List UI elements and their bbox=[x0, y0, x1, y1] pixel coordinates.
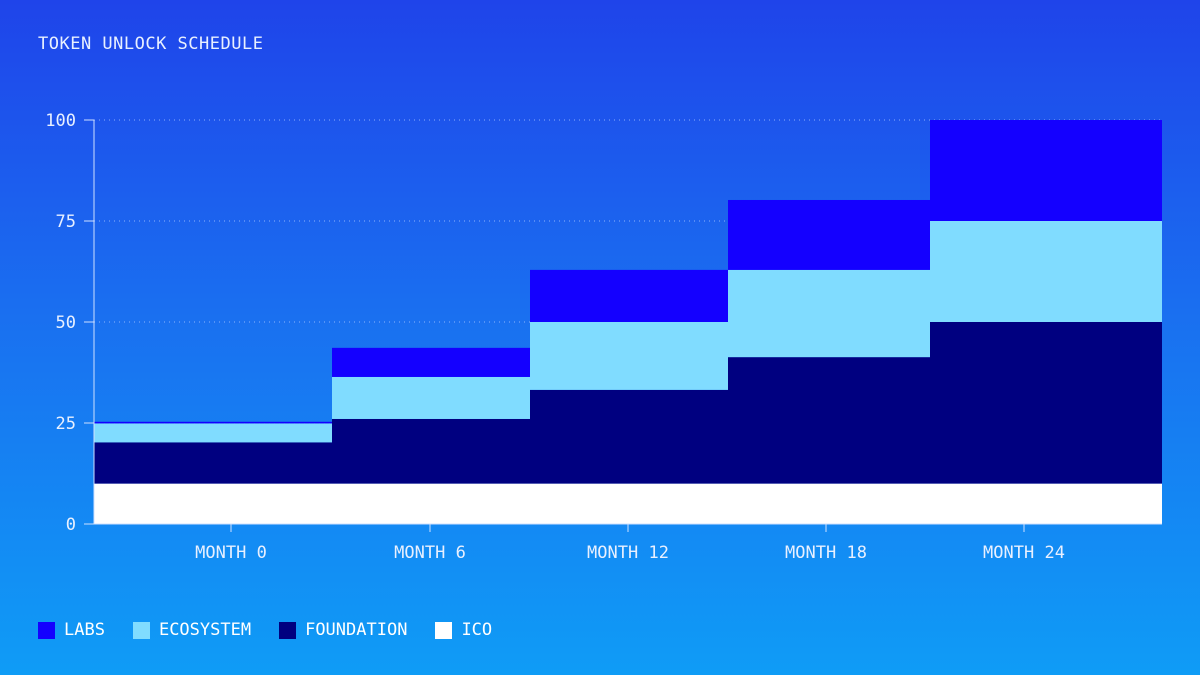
legend-item-ecosystem: ECOSYSTEM bbox=[132, 620, 252, 640]
legend-swatch bbox=[435, 621, 453, 639]
area-segment-ico-4 bbox=[930, 483, 1162, 524]
x-tick-label: MONTH 24 bbox=[983, 543, 1065, 563]
y-tick-label: 0 bbox=[66, 515, 76, 535]
legend-label: LABS bbox=[64, 620, 105, 640]
legend-label: ICO bbox=[461, 620, 493, 640]
legend-swatch bbox=[279, 621, 297, 639]
chart-title: TOKEN UNLOCK SCHEDULE bbox=[38, 34, 264, 54]
area-segment-labs-2 bbox=[530, 269, 728, 322]
area-segment-labs-0 bbox=[94, 421, 332, 424]
area-segment-ecosystem-1 bbox=[332, 376, 530, 419]
area-segment-foundation-3 bbox=[728, 357, 930, 484]
area-segment-foundation-1 bbox=[332, 418, 530, 484]
area-segment-ico-3 bbox=[728, 483, 930, 524]
legend-label: ECOSYSTEM bbox=[158, 620, 252, 640]
area-segment-ecosystem-0 bbox=[94, 423, 332, 443]
area-segment-ecosystem-3 bbox=[728, 269, 930, 358]
area-segment-foundation-4 bbox=[930, 322, 1162, 484]
legend-item-labs: LABS bbox=[38, 620, 105, 640]
area-segment-ico-2 bbox=[530, 483, 728, 524]
y-tick-label: 100 bbox=[45, 111, 76, 131]
legend-label: FOUNDATION bbox=[305, 620, 408, 640]
area-segment-ico-0 bbox=[94, 483, 332, 524]
area-segment-labs-3 bbox=[728, 199, 930, 270]
legend-item-ico: ICO bbox=[435, 620, 492, 640]
y-tick-label: 75 bbox=[56, 212, 76, 232]
y-tick-label: 25 bbox=[56, 414, 76, 434]
y-tick-label: 50 bbox=[56, 313, 76, 333]
x-tick-label: MONTH 6 bbox=[394, 543, 466, 563]
x-tick-label: MONTH 0 bbox=[195, 543, 267, 563]
area-segment-labs-1 bbox=[332, 347, 530, 377]
area-segment-foundation-2 bbox=[530, 389, 728, 484]
legend: LABS ECOSYSTEM FOUNDATION ICO bbox=[38, 620, 492, 640]
x-tick-label: MONTH 18 bbox=[785, 543, 867, 563]
area-segment-ecosystem-2 bbox=[530, 322, 728, 390]
legend-swatch bbox=[38, 621, 55, 639]
x-tick-label: MONTH 12 bbox=[587, 543, 669, 563]
area-segment-ico-1 bbox=[332, 483, 530, 524]
area-segment-ecosystem-4 bbox=[930, 221, 1162, 322]
area-segment-foundation-0 bbox=[94, 442, 332, 484]
legend-item-foundation: FOUNDATION bbox=[279, 620, 407, 640]
legend-swatch bbox=[132, 621, 150, 639]
area-segment-labs-4 bbox=[930, 120, 1162, 221]
